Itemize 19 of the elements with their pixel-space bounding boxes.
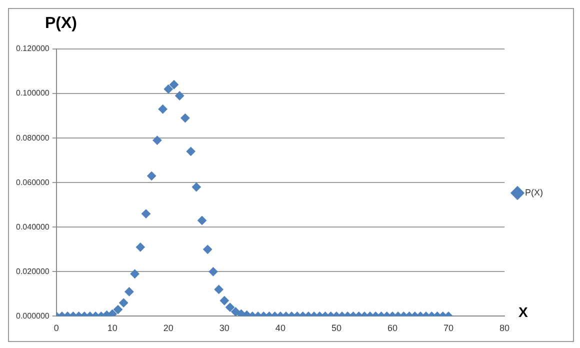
y-axis-title: P(X): [45, 15, 77, 33]
y-tick-label: 0.000000: [16, 311, 50, 320]
x-axis-title: X: [518, 304, 528, 320]
y-tick-label: 0.020000: [16, 266, 50, 276]
x-tick-label: 10: [107, 323, 118, 334]
x-tick-label: 20: [163, 323, 174, 334]
y-tick-label: 0.100000: [16, 88, 50, 98]
y-tick-label: 0.040000: [16, 222, 50, 232]
x-tick-label: 60: [387, 323, 398, 334]
x-tick-label: 80: [499, 323, 510, 334]
legend-label: P(X): [525, 187, 544, 198]
y-tick-label: 0.080000: [16, 133, 50, 142]
x-tick-label: 70: [443, 323, 454, 334]
x-tick-label: 30: [219, 323, 230, 334]
y-tick-label: 0.060000: [16, 178, 50, 187]
y-tick-label: 0.120000: [16, 44, 50, 54]
x-tick-label: 0: [54, 323, 59, 334]
x-tick-label: 50: [331, 323, 342, 334]
x-tick-label: 40: [275, 323, 286, 334]
